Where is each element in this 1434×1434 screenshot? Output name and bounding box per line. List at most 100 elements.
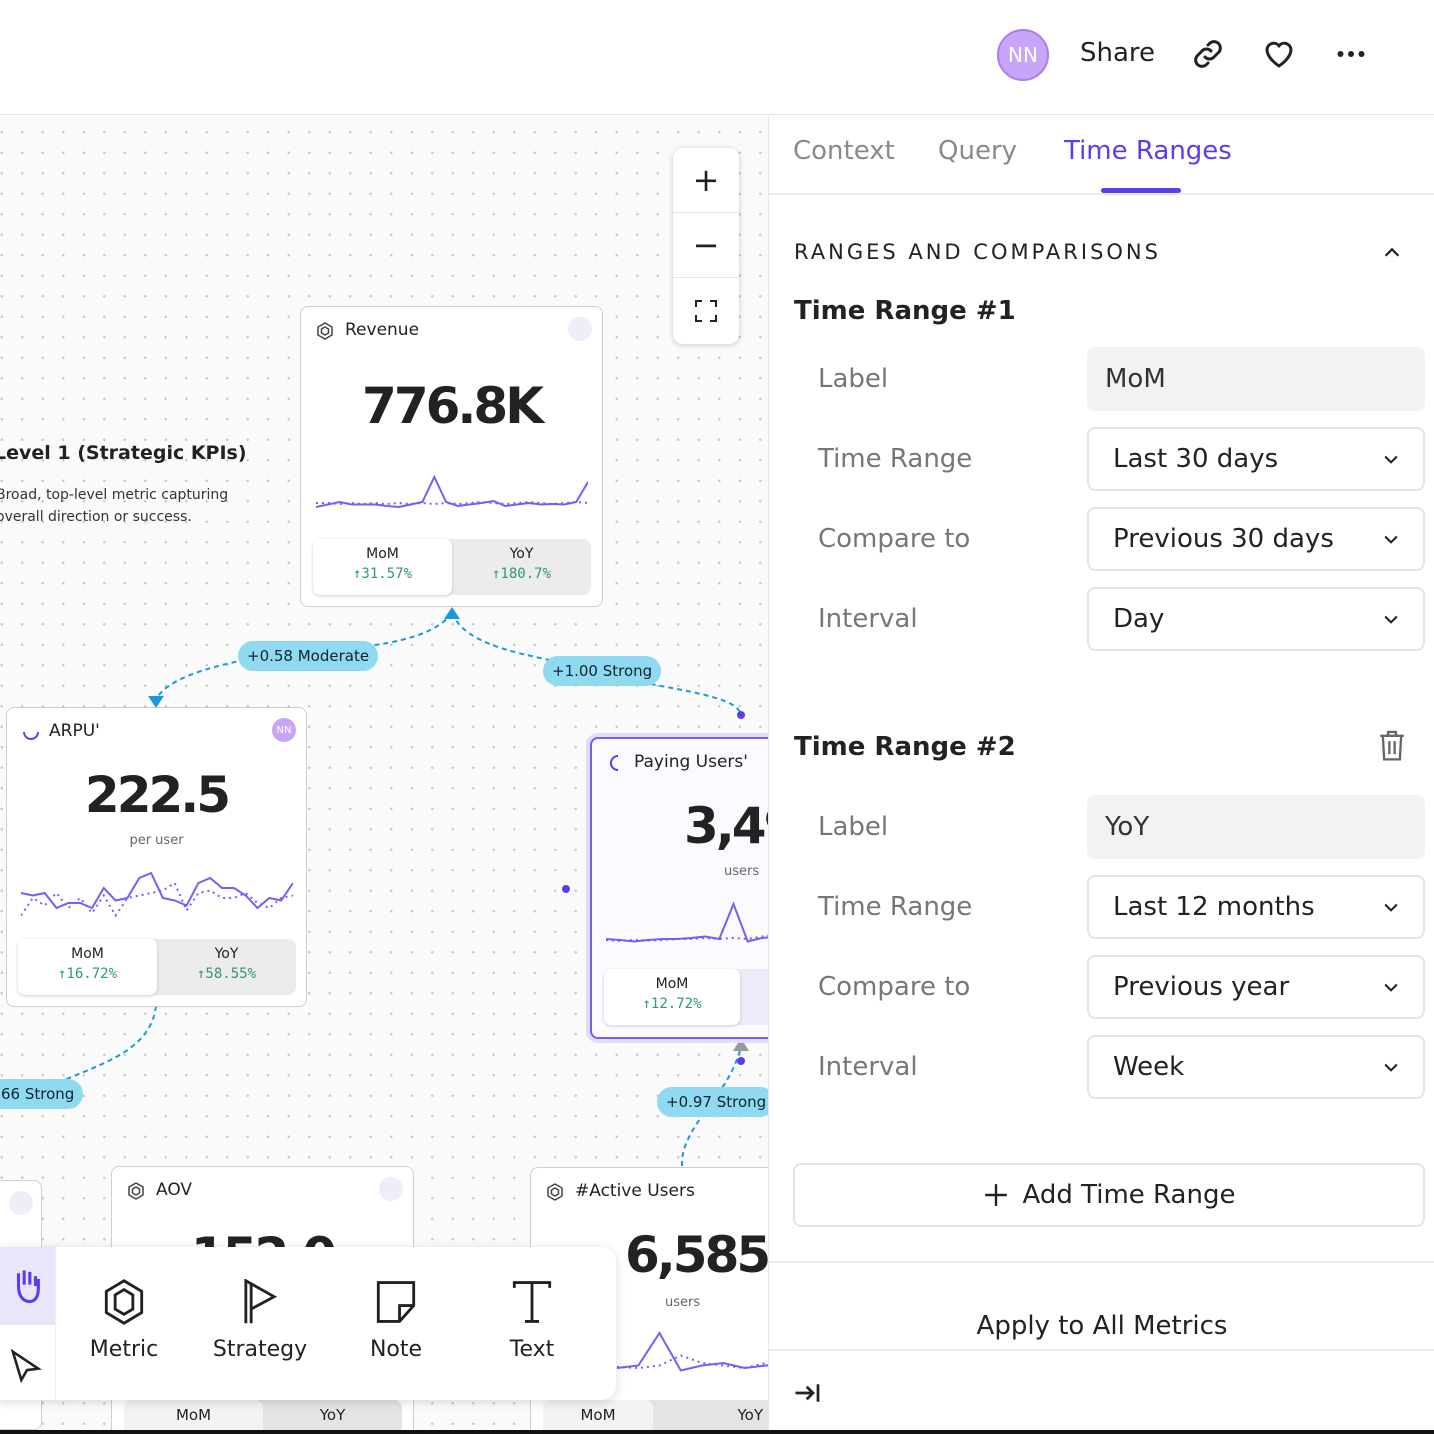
level-title: Level 1 (Strategic KPIs) — [0, 442, 247, 464]
tab-yoy[interactable]: YoY — [737, 1406, 763, 1424]
collapse-panel-icon[interactable] — [793, 1378, 823, 1408]
sparkline-comparison — [606, 934, 768, 943]
chevron-up-icon[interactable] — [1381, 242, 1403, 264]
chevron-down-icon — [1384, 903, 1398, 912]
field-label: Compare to — [818, 524, 971, 554]
tab-query[interactable]: Query — [938, 136, 1018, 166]
tab-mom[interactable]: MoM — [543, 1400, 653, 1434]
connector-dot — [562, 885, 570, 893]
metric-value: 3,49 — [684, 797, 768, 855]
tab-yoy[interactable]: YoY ↑58.55% — [196, 946, 256, 982]
metric-unit: users — [665, 1295, 701, 1310]
correlation-badge[interactable]: 66 Strong — [0, 1079, 84, 1109]
apply-to-all-button[interactable]: Apply to All Metrics — [769, 1261, 1434, 1351]
label-input[interactable]: MoM — [1087, 347, 1425, 411]
plus-icon — [984, 1184, 1007, 1206]
comparison-tabs: MoM ↑16.72% YoY ↑58.55% — [18, 939, 296, 995]
card-title: Paying Users' — [634, 752, 748, 772]
owner-avatar-icon — [568, 317, 592, 341]
sparkline-current — [21, 871, 293, 910]
flag-icon — [244, 1279, 278, 1324]
add-text-button[interactable]: Text — [464, 1247, 600, 1400]
link-icon[interactable] — [1190, 36, 1226, 72]
strategy-canvas[interactable]: Level 1 (Strategic KPIs) Broad, top-leve… — [0, 116, 768, 1434]
metric-card-active-users[interactable]: #Active Users 6,585 users — [530, 1167, 768, 1434]
add-strategy-button[interactable]: Strategy — [192, 1247, 328, 1400]
tab-time-ranges[interactable]: Time Ranges — [1064, 136, 1232, 166]
owner-avatar-icon — [379, 1177, 403, 1201]
time-range-select[interactable]: Last 30 days — [1087, 427, 1425, 491]
correlation-badge[interactable]: +1.00 Strong — [543, 656, 662, 686]
correlation-badge[interactable]: +0.58 Moderate — [238, 641, 379, 671]
chevron-down-icon — [1384, 1063, 1398, 1072]
tab-mom[interactable]: MoM ↑12.72% — [604, 969, 740, 1025]
zoom-out-button[interactable]: − — [673, 213, 739, 278]
metric-value: 776.8K — [362, 377, 544, 435]
card-title: Revenue — [345, 320, 420, 340]
section-title: RANGES AND COMPARISONS — [794, 240, 1161, 264]
note-icon — [376, 1281, 416, 1323]
add-metric-button[interactable]: Metric — [56, 1247, 192, 1400]
user-avatar[interactable]: NN — [997, 29, 1049, 81]
top-header: NN Share — [0, 0, 1434, 115]
correlation-badge[interactable]: +0.97 Strong — [657, 1087, 768, 1117]
zoom-in-button[interactable]: + — [673, 148, 739, 213]
select-tool-button[interactable] — [0, 1325, 55, 1400]
tool-label: Note — [369, 1337, 423, 1362]
tool-label: Metric — [89, 1337, 159, 1362]
active-tab-indicator — [1101, 188, 1181, 193]
compare-to-select[interactable]: Previous 30 days — [1087, 507, 1425, 571]
interval-select[interactable]: Week — [1087, 1035, 1425, 1099]
compare-to-select[interactable]: Previous year — [1087, 955, 1425, 1019]
arrow-head — [444, 607, 460, 619]
connector-dot — [737, 1057, 745, 1065]
chevron-down-icon — [1384, 535, 1398, 544]
sparkline-current — [316, 474, 588, 509]
add-note-button[interactable]: Note — [328, 1247, 464, 1400]
field-label: Label — [818, 812, 889, 842]
zoom-controls: + − — [673, 148, 739, 344]
metric-value: 222.5 — [84, 766, 231, 824]
label-input[interactable]: YoY — [1087, 795, 1425, 859]
level-desc-line: Broad, top-level metric capturing — [0, 487, 229, 503]
owner-avatar-icon — [9, 1191, 33, 1215]
tab-mom[interactable]: MoM ↑31.57% — [313, 539, 452, 595]
sparkline — [617, 1331, 768, 1372]
interval-select[interactable]: Day — [1087, 587, 1425, 651]
more-icon[interactable] — [1333, 36, 1369, 72]
time-range-select[interactable]: Last 12 months — [1087, 875, 1425, 939]
metric-unit: users — [724, 864, 760, 879]
fit-view-button[interactable] — [673, 278, 739, 343]
metric-icon — [317, 322, 333, 340]
settings-panel: Context Query Time Ranges RANGES AND COM… — [768, 116, 1434, 1434]
heart-icon[interactable] — [1261, 36, 1297, 72]
sparkline — [316, 474, 588, 509]
metric-card-revenue[interactable]: Revenue 776.8K MoM ↑31.57% YoY ↑180.7% — [300, 306, 603, 607]
arrow-head — [733, 1038, 749, 1051]
tab-yoy[interactable]: YoY ↑180.7% — [491, 546, 551, 582]
tab-mom[interactable]: MoM — [124, 1400, 263, 1434]
tab-context[interactable]: Context — [793, 136, 895, 166]
metric-card-paying-users[interactable]: Paying Users' 3,49 users MoM↑12.72% — [590, 737, 768, 1039]
metric-card-arpu[interactable]: ARPU' NN 222.5 per user MoM ↑16.72% YoY ↑5… — [6, 707, 307, 1007]
pan-tool-button[interactable] — [0, 1247, 55, 1325]
arrow-head — [148, 696, 164, 708]
fullscreen-icon — [695, 299, 717, 322]
add-time-range-button[interactable]: Add Time Range — [793, 1163, 1425, 1227]
sparkline — [606, 901, 768, 943]
card-title: #Active Users — [575, 1181, 695, 1201]
field-label: Interval — [818, 1052, 918, 1082]
field-label: Time Range — [818, 444, 973, 474]
loading-icon — [610, 755, 619, 771]
tool-label: Strategy — [212, 1337, 308, 1362]
pointer-icon — [10, 1348, 42, 1383]
metric-value: 6,585 — [625, 1226, 768, 1284]
tab-yoy[interactable]: YoY — [319, 1406, 346, 1424]
active-comparison-tabs: MoM YoY — [543, 1400, 768, 1434]
card-title: AOV — [156, 1180, 193, 1200]
text-icon — [512, 1281, 552, 1323]
share-button[interactable]: Share — [1080, 38, 1156, 68]
tab-mom[interactable]: MoM ↑16.72% — [18, 939, 157, 995]
owner-avatar: NN — [272, 718, 296, 742]
trash-icon[interactable] — [1376, 728, 1408, 762]
